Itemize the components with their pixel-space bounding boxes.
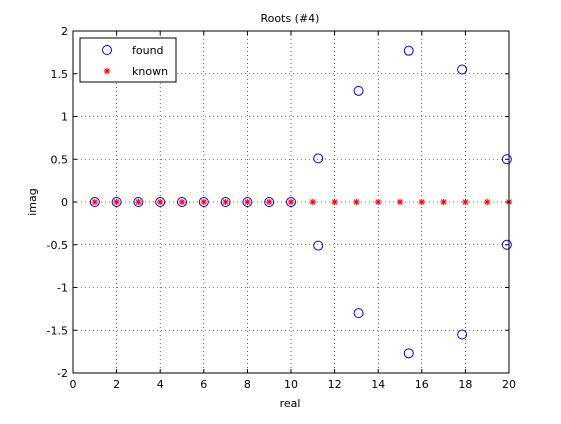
legend-found-marker xyxy=(102,45,112,55)
legend-known-marker xyxy=(103,67,111,75)
y-tick-label: 1.5 xyxy=(51,68,69,81)
data-point-known xyxy=(244,198,251,206)
data-point-known xyxy=(113,198,120,206)
data-point-found xyxy=(286,197,296,207)
data-point-found xyxy=(89,197,100,207)
data-point-known xyxy=(440,198,447,206)
data-point-known xyxy=(375,198,382,206)
data-point-found xyxy=(457,329,468,340)
axis-ticks: 0 2 4 6 8 10 12 14 16 18 20 -2 -1.5 -1 -0.5 0 0.5 1 1.5 2 xyxy=(47,25,516,391)
x-tick-label: 16 xyxy=(415,378,429,391)
data-point-known xyxy=(309,198,316,206)
x-tick-label: 20 xyxy=(502,378,516,391)
x-tick-label: 10 xyxy=(284,378,298,391)
data-point-known xyxy=(287,198,295,206)
data-point-found xyxy=(264,197,275,207)
y-tick-label: -0.5 xyxy=(47,239,68,252)
data-point-known xyxy=(418,198,425,206)
data-point-known xyxy=(331,198,338,206)
data-point-known xyxy=(484,198,491,206)
legend-known-label: known xyxy=(132,65,168,78)
data-point-known xyxy=(91,198,98,206)
data-point-known xyxy=(396,198,404,206)
y-tick-label: 1 xyxy=(61,111,68,124)
x-tick-label: 4 xyxy=(157,378,164,391)
data-point-found xyxy=(457,64,468,75)
data-point-found xyxy=(155,197,166,207)
data-point-found xyxy=(198,197,209,207)
x-tick-label: 8 xyxy=(244,378,251,391)
x-tick-label: 18 xyxy=(458,378,472,391)
data-point-known xyxy=(157,198,164,206)
data-point-known xyxy=(266,198,273,206)
legend-box xyxy=(79,37,177,83)
series-known xyxy=(91,198,513,206)
x-tick-label: 6 xyxy=(200,378,207,391)
data-point-found xyxy=(403,45,414,56)
y-tick-label: 0 xyxy=(61,196,68,209)
data-point-known xyxy=(178,198,186,206)
data-point-known xyxy=(353,198,360,206)
data-point-found xyxy=(403,348,414,359)
y-axis-label: imag xyxy=(26,188,39,216)
data-point-found xyxy=(177,197,187,207)
x-tick-label: 0 xyxy=(70,378,77,391)
chart-title: Roots (#4) xyxy=(261,12,320,25)
y-tick-label: -2 xyxy=(57,367,68,380)
y-tick-label: 2 xyxy=(61,25,68,38)
x-tick-label: 12 xyxy=(328,378,342,391)
series-found xyxy=(89,45,512,359)
data-point-found xyxy=(313,153,324,164)
data-point-known xyxy=(200,198,207,206)
y-tick-label: 0.5 xyxy=(51,153,69,166)
y-tick-label: -1.5 xyxy=(47,324,68,337)
data-point-found xyxy=(501,239,512,250)
x-tick-label: 14 xyxy=(371,378,385,391)
data-point-found xyxy=(313,240,324,251)
data-point-found xyxy=(501,154,512,165)
x-tick-label: 2 xyxy=(113,378,120,391)
data-point-found xyxy=(220,197,231,207)
data-point-known xyxy=(462,198,469,206)
data-point-known xyxy=(222,198,229,206)
data-point-found xyxy=(353,85,364,96)
data-point-found xyxy=(353,308,364,319)
data-point-found xyxy=(133,197,144,207)
data-series xyxy=(89,45,513,359)
x-axis-label: real xyxy=(280,397,301,410)
data-point-found xyxy=(111,197,122,207)
legend: found known xyxy=(79,37,177,83)
legend-found-label: found xyxy=(132,44,164,57)
y-tick-label: -1 xyxy=(57,282,68,295)
data-point-found xyxy=(242,197,253,207)
data-point-known xyxy=(135,198,142,206)
